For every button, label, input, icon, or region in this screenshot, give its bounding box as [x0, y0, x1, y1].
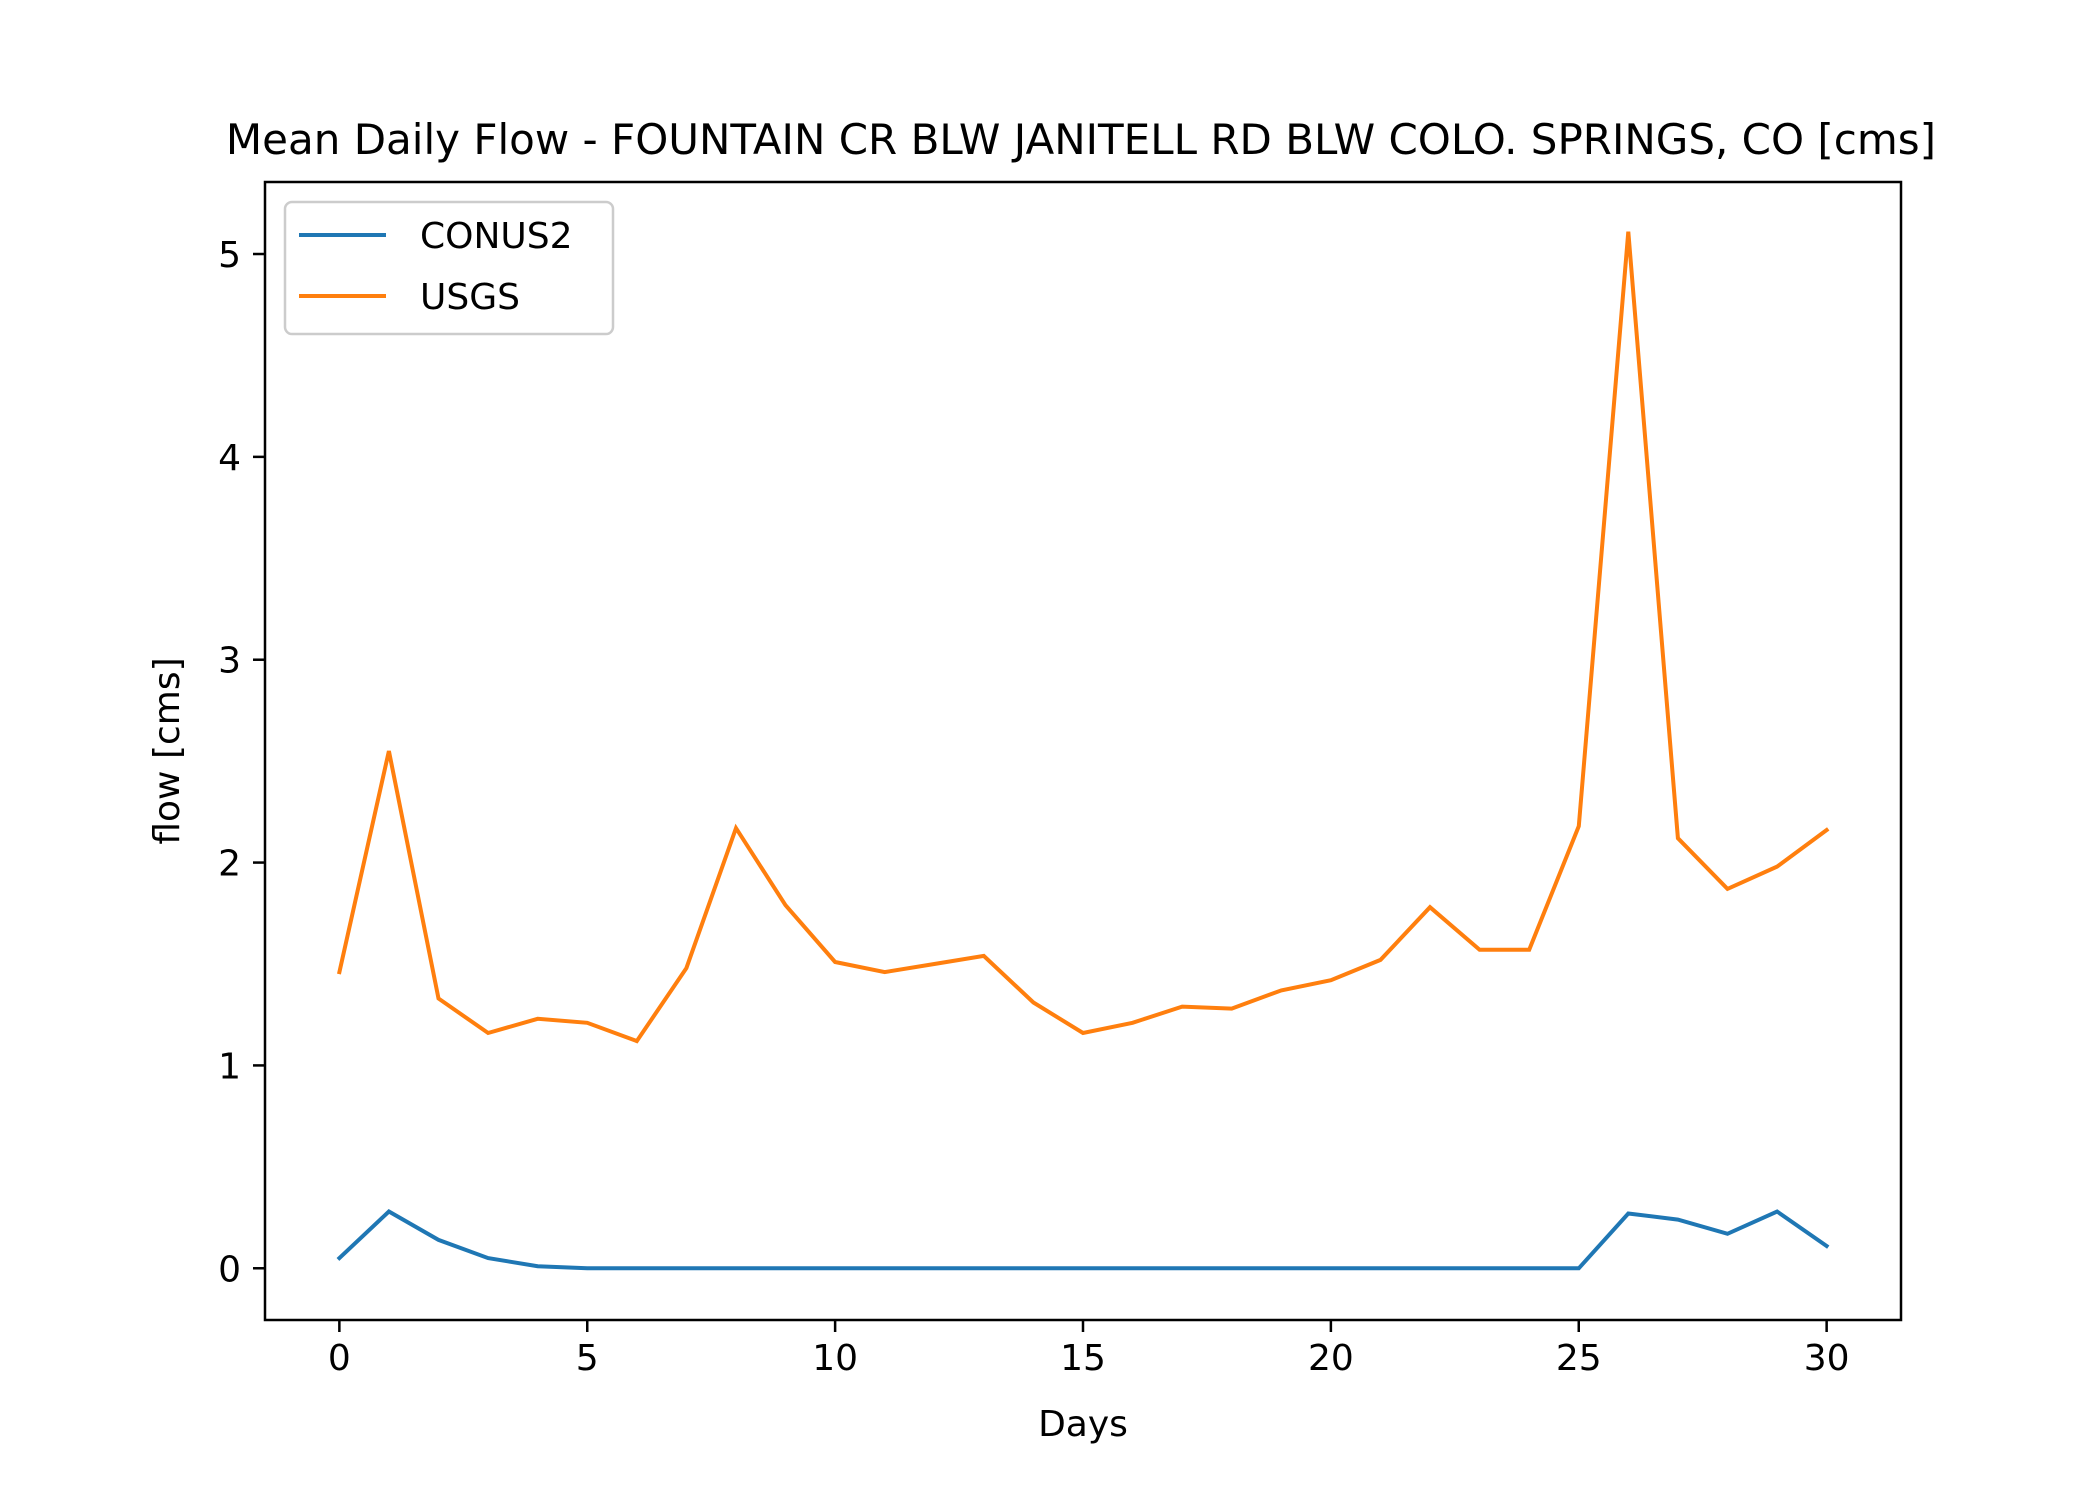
x-tick-label: 25: [1556, 1338, 1602, 1379]
legend: CONUS2 USGS: [283, 200, 615, 336]
x-tick-label: 30: [1804, 1338, 1850, 1379]
x-tick-label: 20: [1308, 1338, 1354, 1379]
x-tick-label: 15: [1060, 1338, 1106, 1379]
legend-label-conus2: CONUS2: [420, 216, 573, 257]
y-tick-label: 1: [218, 1046, 241, 1087]
x-tick-label: 0: [328, 1338, 351, 1379]
x-tick-label: 5: [576, 1338, 599, 1379]
y-axis-ticks: 0 1 2 3 4 5: [218, 235, 265, 1290]
y-axis-label: flow [cms]: [147, 657, 188, 844]
y-tick-label: 0: [218, 1249, 241, 1290]
x-axis-ticks: 0 5 10 15 20 25 30: [328, 1320, 1850, 1379]
y-tick-label: 2: [218, 844, 241, 885]
y-tick-label: 4: [218, 438, 241, 479]
y-tick-label: 5: [218, 235, 241, 276]
legend-label-usgs: USGS: [420, 277, 520, 318]
series-line-conus2: [336, 1209, 1830, 1271]
x-tick-label: 10: [812, 1338, 858, 1379]
series-layer: [336, 231, 1830, 1271]
x-axis-label: Days: [1038, 1404, 1128, 1445]
chart-title: Mean Daily Flow - FOUNTAIN CR BLW JANITE…: [226, 115, 1936, 164]
y-tick-label: 3: [218, 641, 241, 682]
series-line-usgs: [337, 231, 1830, 1044]
